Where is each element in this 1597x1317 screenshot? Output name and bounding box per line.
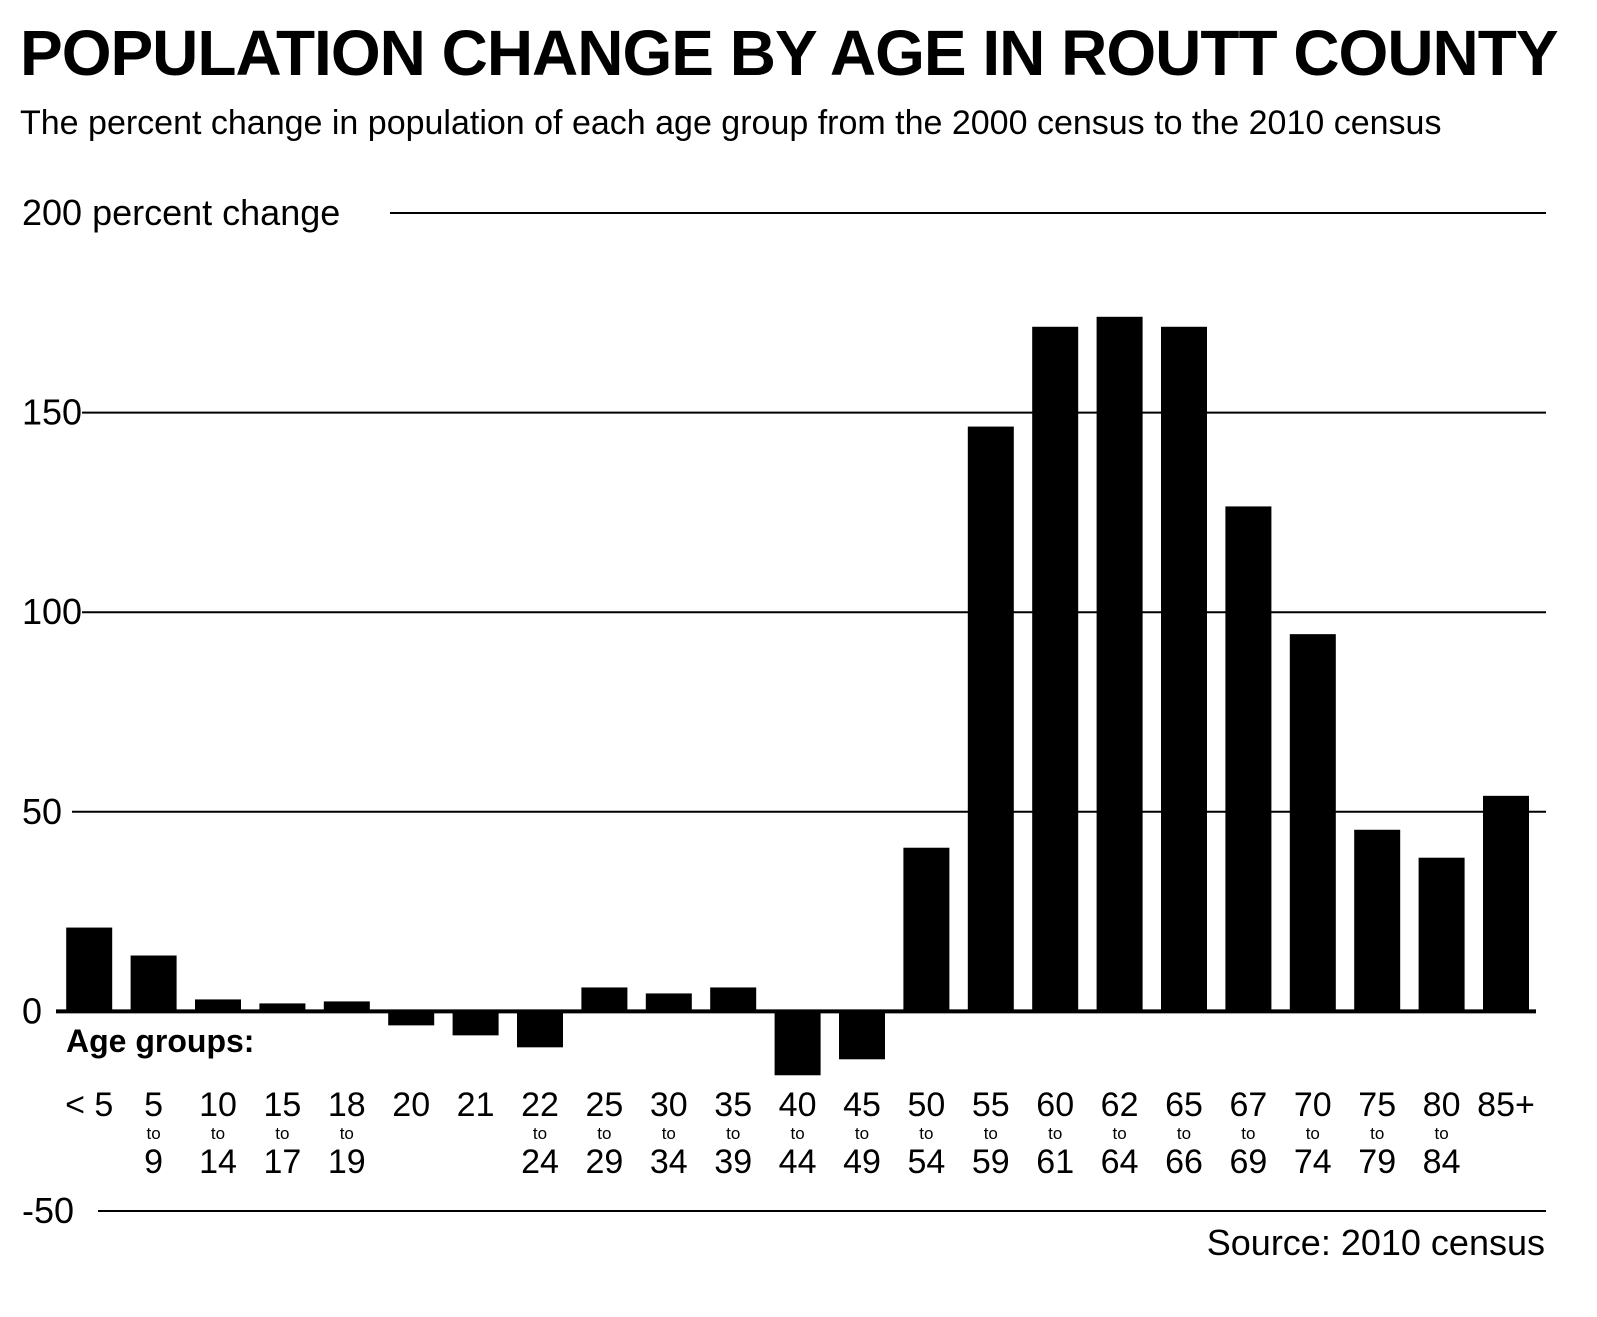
x-tick-label: 45	[843, 1086, 881, 1124]
x-axis-label: Age groups:	[66, 1023, 254, 1059]
x-tick-label-end: 14	[199, 1143, 237, 1181]
x-tick-label-end: 84	[1423, 1143, 1461, 1181]
x-tick-label: 55	[972, 1086, 1010, 1124]
x-tick-label: 80	[1423, 1086, 1461, 1124]
x-tick-label-to: to	[211, 1124, 225, 1143]
x-tick-label-to: to	[275, 1124, 289, 1143]
chart-subtitle: The percent change in population of each…	[20, 104, 1442, 142]
x-tick-label: 18	[328, 1086, 366, 1124]
bar	[1225, 506, 1272, 1012]
bar	[452, 1011, 499, 1036]
chart-title: POPULATION CHANGE BY AGE IN ROUTT COUNTY	[20, 17, 1559, 89]
x-tick-label-to: to	[919, 1124, 933, 1143]
x-tick-label: 70	[1294, 1086, 1332, 1124]
x-tick-label: 30	[650, 1086, 688, 1124]
bar	[130, 955, 177, 1012]
x-tick-label-to: to	[340, 1124, 354, 1143]
x-tick-label-end: 59	[972, 1143, 1010, 1181]
bar	[710, 987, 757, 1012]
y-tick-label: 100	[22, 591, 82, 632]
x-tick-label-end: 54	[907, 1143, 945, 1181]
bar	[645, 993, 692, 1012]
x-tick-label-end: 29	[585, 1143, 623, 1181]
x-tick-label-to: to	[1306, 1124, 1320, 1143]
bar	[581, 987, 628, 1012]
x-tick-label-to: to	[533, 1124, 547, 1143]
x-tick-label-end: 64	[1101, 1143, 1139, 1181]
bar	[195, 999, 241, 1012]
x-tick-label-end: 39	[714, 1143, 752, 1181]
x-tick-label-to: to	[597, 1124, 611, 1143]
x-tick-label-end: 79	[1358, 1143, 1396, 1181]
bar	[967, 426, 1014, 1012]
x-tick-label-to: to	[855, 1124, 869, 1143]
bar	[1289, 634, 1336, 1012]
bar	[323, 1001, 370, 1012]
bar	[1161, 326, 1207, 1012]
x-tick-label-to: to	[662, 1124, 676, 1143]
x-tick-label: 40	[779, 1086, 817, 1124]
y-tick-label: 0	[22, 990, 42, 1031]
bar	[259, 1003, 306, 1012]
x-tick-label-to: to	[726, 1124, 740, 1143]
x-tick-label-end: 49	[843, 1143, 881, 1181]
x-tick-label-to: to	[147, 1124, 161, 1143]
y-axis-tick-labels: -50 0 50 100 150 200 percent change	[22, 192, 340, 1231]
x-tick-label: 75	[1358, 1086, 1396, 1124]
x-tick-label-end: 44	[779, 1143, 817, 1181]
bar	[517, 1011, 563, 1048]
bar	[66, 927, 113, 1012]
x-tick-label: < 5	[65, 1086, 113, 1124]
x-tick-label-end: 66	[1165, 1143, 1203, 1181]
x-tick-label: 25	[585, 1086, 623, 1124]
x-tick-label: 67	[1229, 1086, 1267, 1124]
x-tick-label-to: to	[1435, 1124, 1449, 1143]
y-tick-label: 200 percent change	[22, 192, 340, 233]
x-tick-label-to: to	[984, 1124, 998, 1143]
x-tick-label-to: to	[1177, 1124, 1191, 1143]
bar	[1096, 316, 1143, 1012]
x-tick-label: 35	[714, 1086, 752, 1124]
x-tick-label-end: 9	[144, 1143, 163, 1181]
y-tick-label: 150	[22, 392, 82, 433]
x-tick-label-to: to	[1113, 1124, 1127, 1143]
x-tick-label: 50	[907, 1086, 945, 1124]
bar	[1418, 857, 1465, 1012]
x-tick-label-to: to	[1048, 1124, 1062, 1143]
x-tick-label: 85+	[1477, 1086, 1535, 1124]
y-tick-label: 50	[22, 791, 62, 832]
x-tick-label-end: 61	[1036, 1143, 1074, 1181]
x-tick-label-end: 69	[1229, 1143, 1267, 1181]
x-tick-label-end: 34	[650, 1143, 688, 1181]
bar	[1032, 326, 1079, 1012]
x-tick-label: 20	[392, 1086, 430, 1124]
bar	[388, 1011, 435, 1026]
x-tick-label-end: 74	[1294, 1143, 1332, 1181]
x-tick-label: 15	[263, 1086, 301, 1124]
x-tick-label: 21	[457, 1086, 495, 1124]
x-tick-label-end: 17	[263, 1143, 301, 1181]
x-tick-label-to: to	[1370, 1124, 1384, 1143]
x-tick-label-end: 24	[521, 1143, 559, 1181]
x-tick-label: 65	[1165, 1086, 1203, 1124]
x-tick-label-to: to	[1241, 1124, 1255, 1143]
x-tick-label: 10	[199, 1086, 237, 1124]
x-tick-label-end: 19	[328, 1143, 366, 1181]
bar	[839, 1011, 885, 1060]
bar	[1354, 829, 1401, 1012]
x-tick-label-to: to	[791, 1124, 805, 1143]
y-tick-label: -50	[22, 1190, 74, 1231]
bar	[1483, 795, 1529, 1012]
bar	[774, 1011, 821, 1076]
x-tick-label: 5	[144, 1086, 163, 1124]
bars	[66, 316, 1529, 1076]
x-tick-label: 22	[521, 1086, 559, 1124]
x-tick-label: 62	[1101, 1086, 1139, 1124]
bar	[903, 847, 950, 1012]
source-note: Source: 2010 census	[1206, 1222, 1545, 1263]
x-tick-label: 60	[1036, 1086, 1074, 1124]
